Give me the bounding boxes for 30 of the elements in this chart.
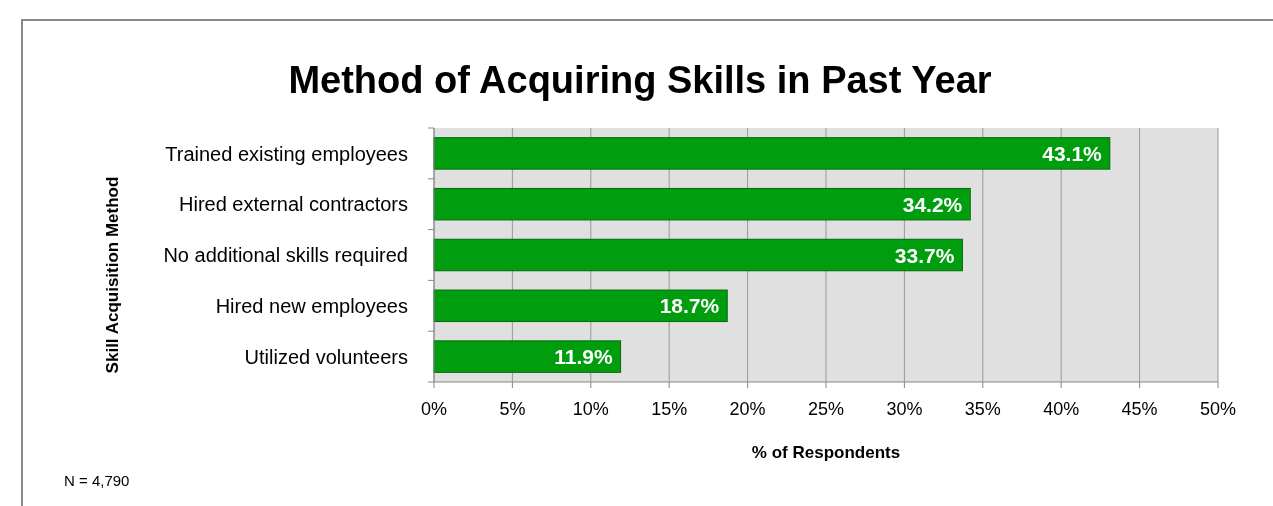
x-tick-label: 15% [651,399,688,419]
x-tick-label: 50% [1199,399,1237,419]
text: N = 4,790 [64,472,130,489]
y-tick-label: Hired external contractors [179,193,408,216]
x-tick-label: 45% [1121,399,1158,419]
x-tick-label: 35% [964,399,1001,419]
bar [433,289,728,323]
x-tick-label: 20% [729,399,766,419]
bar [433,137,1111,170]
y-tick-label: Hired new employees [215,295,408,317]
bar [433,238,963,272]
bar [433,340,622,373]
data-label: 18.7% [659,294,720,318]
bar [433,187,971,221]
chart-title: Method of Acquiring Skills in Past Year [288,59,992,101]
y-tick-label: Utilized volunteers [244,345,408,368]
x-tick-label: 30% [886,399,923,419]
data-label: 34.2% [902,192,963,216]
x-tick-label: 0% [420,399,448,419]
x-tick-label: 5% [499,399,526,419]
x-axis-title: % of Respondents [751,443,901,462]
x-tick-label: 10% [572,399,609,419]
y-axis-title: Skill Acquisition Method [103,176,122,374]
x-tick-label: 25% [807,399,845,419]
y-tick-label: Trained existing employees [165,142,408,165]
data-label: 33.7% [894,243,955,267]
y-tick-label: No additional skills required [163,244,408,267]
x-tick-label: 40% [1043,399,1080,419]
data-label: 43.1% [1042,141,1103,165]
data-label: 11.9% [554,345,613,369]
